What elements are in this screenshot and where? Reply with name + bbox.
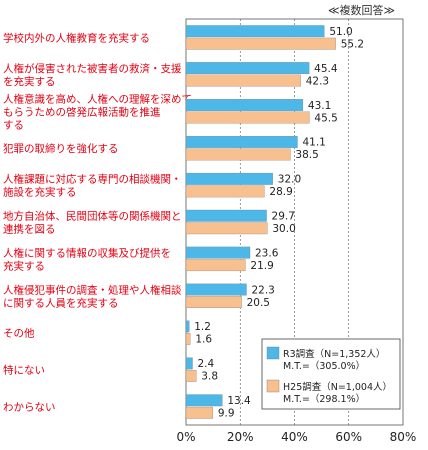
category-label: 学校内外の人権教育を充実する (3, 31, 150, 44)
bar (185, 357, 193, 370)
bar-value-label: 22.3 (251, 284, 274, 296)
category-label: もらうための啓発広報活動を推進 (3, 105, 161, 118)
bar (185, 369, 197, 382)
x-tick-label: 40% (281, 430, 308, 444)
bar (185, 246, 251, 259)
category-label: 人権が侵害された被害者の救済・支援 (3, 62, 182, 75)
legend-box (261, 338, 401, 410)
bar (185, 148, 291, 161)
multiple-answer-note: ≪複数回答≫ (328, 4, 396, 17)
bar-value-label: 23.6 (255, 247, 279, 259)
bar (185, 99, 304, 111)
bar (185, 37, 336, 50)
category-label: に関する人員を充実する (3, 296, 119, 309)
bar-value-label: 38.5 (295, 149, 318, 161)
bar (185, 74, 301, 87)
bar (185, 320, 190, 333)
bar (185, 333, 191, 345)
x-tick-label: 20% (227, 430, 254, 444)
bar (185, 111, 310, 124)
bar-value-label: 9.9 (218, 408, 235, 420)
bar (185, 62, 310, 75)
bar-value-label: 1.2 (194, 321, 211, 333)
bar-value-label: 2.4 (198, 358, 215, 370)
bar-value-label: 51.0 (329, 26, 352, 38)
category-label: を充実する (3, 75, 56, 88)
bar-value-label: 45.4 (314, 63, 338, 75)
category-label: その他 (3, 327, 35, 340)
bar (185, 136, 298, 148)
legend-swatch (266, 346, 280, 360)
legend-label: H25調査（N=1,004人） (283, 381, 392, 393)
legend-label: M.T.=（298.1%） (283, 393, 365, 405)
category-label: 人権に関する情報の収集及び提供を (3, 246, 171, 259)
category-label: 人権意識を高め、人権への理解を深めて (3, 92, 192, 105)
category-label: わからない (3, 402, 56, 414)
bar-value-label: 30.0 (272, 223, 295, 235)
bar-value-label: 28.9 (269, 186, 292, 198)
bar-value-label: 43.1 (308, 100, 331, 112)
bar-value-label: 13.4 (227, 395, 251, 407)
bar-value-label: 3.8 (201, 371, 218, 383)
category-label: 連携を図る (3, 223, 56, 236)
bar (185, 394, 223, 407)
category-label: する (3, 119, 24, 131)
bar-value-label: 42.3 (306, 75, 329, 87)
category-label: 地方自治体、民間団体等の関係機関と (3, 210, 182, 223)
bar (185, 222, 268, 235)
bar-value-label: 20.5 (247, 297, 270, 309)
bar (185, 185, 265, 198)
category-label: 犯罪の取締りを強化する (3, 142, 119, 155)
x-tick-label: 60% (335, 430, 362, 444)
category-label: 施設を充実する (3, 186, 77, 199)
category-label: 特にない (3, 365, 45, 377)
bar (185, 406, 214, 419)
bar (185, 25, 325, 38)
category-label: 人権課題に対応する専門の相談機関・ (3, 173, 182, 186)
legend-swatch (266, 379, 280, 393)
bar-value-label: 45.5 (314, 112, 337, 124)
bar (185, 259, 246, 272)
bar-value-label: 55.2 (341, 38, 364, 50)
bar-value-label: 29.7 (272, 211, 295, 223)
category-label: 充実する (3, 259, 45, 272)
x-tick-label: 80% (390, 430, 417, 444)
category-label: 人権侵犯事件の調査・処理や人権相談 (3, 283, 182, 296)
bar (185, 172, 273, 185)
bar-value-label: 32.0 (278, 174, 301, 186)
x-tick-label: 0% (176, 430, 195, 444)
legend-label: R3調査（N=1,352人） (283, 348, 385, 360)
bar (185, 283, 247, 296)
bar-value-label: 1.6 (195, 334, 212, 346)
bar-value-label: 41.1 (302, 137, 325, 149)
bar-value-label: 21.9 (250, 260, 273, 272)
bar (185, 296, 242, 308)
legend-label: M.T.=（305.0%） (283, 360, 365, 372)
bar (185, 209, 267, 222)
